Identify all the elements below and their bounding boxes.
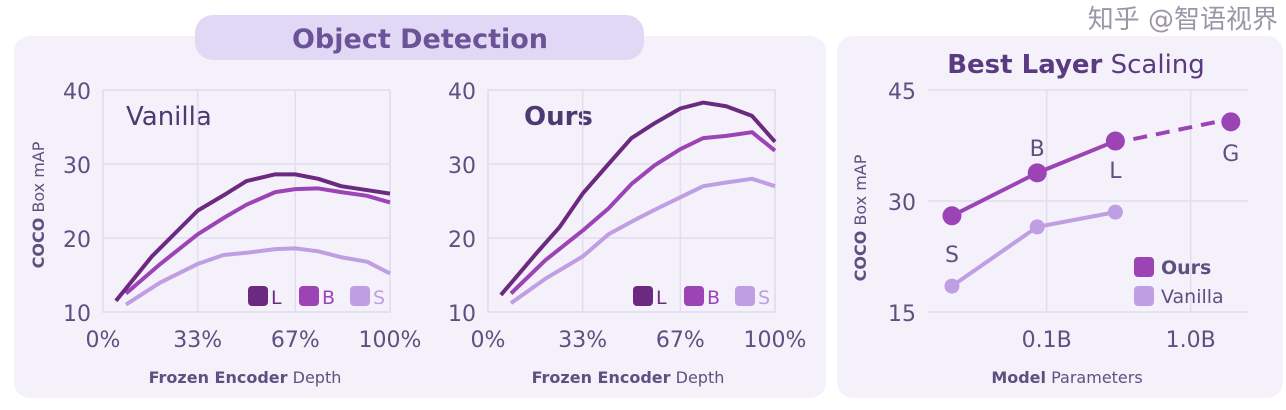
- point-label-S: S: [945, 243, 959, 268]
- y-tick-label: 30: [888, 191, 916, 216]
- x-tick-label: 0.1B: [1022, 328, 1072, 353]
- legend-swatch-Ours: [1134, 257, 1154, 277]
- y-tick-label: 45: [888, 80, 916, 105]
- chart3-ylabel: COCO Box mAP: [851, 154, 870, 281]
- legend-swatch-L: [248, 286, 268, 306]
- y-tick-label: 20: [448, 228, 476, 253]
- data-point-Ours: [1027, 163, 1047, 183]
- chart3-title: Best Layer Scaling: [947, 50, 1205, 80]
- y-tick-label: 10: [448, 302, 476, 327]
- chart1-xlabel: Frozen Encoder Depth: [149, 368, 342, 387]
- x-tick-label: 0%: [86, 328, 121, 353]
- chart3-title-rest: Scaling: [1111, 50, 1205, 80]
- data-point-Ours: [942, 206, 962, 226]
- legend-label-L: L: [271, 287, 282, 309]
- legend-label-Ours: Ours: [1161, 257, 1211, 279]
- legend-swatch-L: [633, 286, 653, 306]
- data-point-Vanilla: [1107, 204, 1123, 220]
- x-tick-label: 100%: [359, 328, 422, 353]
- legend-swatch-Vanilla: [1134, 286, 1154, 306]
- y-tick-label: 10: [63, 302, 91, 327]
- chart3-title-bold: Best Layer: [947, 50, 1102, 80]
- chart3-xlabel-rest: Parameters: [1051, 368, 1143, 387]
- chart3-xlabel: Model Parameters: [991, 368, 1142, 387]
- legend-label-Vanilla: Vanilla: [1161, 286, 1224, 308]
- x-tick-label: 67%: [656, 328, 705, 353]
- left-panel: [14, 36, 826, 398]
- data-point-Vanilla: [1029, 219, 1045, 235]
- y-tick-label: 15: [888, 302, 916, 327]
- legend-label-S: S: [758, 287, 770, 309]
- data-point-Vanilla: [944, 278, 960, 294]
- chart2-xlabel-rest: Depth: [676, 368, 725, 387]
- chart2-xlabel-bold: Frozen Encoder: [532, 368, 671, 387]
- chart1-ylabel: COCO Box mAP: [29, 141, 48, 268]
- legend-label-L: L: [656, 287, 667, 309]
- y-tick-label: 30: [63, 154, 91, 179]
- y-tick-label: 40: [448, 80, 476, 105]
- chart1-xlabel-rest: Depth: [293, 368, 342, 387]
- series-line-B: [509, 130, 777, 295]
- chart2-title: Ours: [524, 102, 593, 132]
- legend-swatch-S: [350, 286, 370, 306]
- x-tick-label: 67%: [271, 328, 320, 353]
- chart3-ylabel-rest: Box mAP: [851, 154, 870, 225]
- x-tick-label: 33%: [558, 328, 607, 353]
- data-point-Ours: [1105, 131, 1125, 151]
- legend-swatch-B: [299, 286, 319, 306]
- chart1-xlabel-bold: Frozen Encoder: [149, 368, 288, 387]
- x-tick-label: 0%: [471, 328, 506, 353]
- series-line-L: [499, 100, 777, 297]
- legend-swatch-B: [684, 286, 704, 306]
- y-tick-label: 30: [448, 154, 476, 179]
- chart3-xlabel-bold: Model: [991, 368, 1046, 387]
- chart1-ylabel-bold: COCO: [29, 218, 48, 269]
- right-panel: [837, 36, 1283, 398]
- series-line-S: [509, 176, 776, 305]
- section-title: Object Detection: [292, 24, 548, 55]
- watermark: 知乎 @智语视界: [1088, 5, 1278, 35]
- data-point-Ours: [1221, 112, 1241, 132]
- point-label-B: B: [1030, 137, 1045, 162]
- x-tick-label: 1.0B: [1166, 328, 1216, 353]
- y-tick-label: 20: [63, 228, 91, 253]
- chart2-xlabel: Frozen Encoder Depth: [532, 368, 725, 387]
- series-line-B: [124, 186, 391, 296]
- series-line-S: [124, 246, 391, 307]
- chart1-title: Vanilla: [126, 102, 212, 132]
- x-tick-label: 100%: [744, 328, 807, 353]
- legend-label-S: S: [373, 287, 385, 309]
- series-projection-dashed-line: [1132, 119, 1218, 142]
- y-tick-label: 40: [63, 80, 91, 105]
- legend-label-B: B: [707, 287, 720, 309]
- point-label-G: G: [1222, 142, 1239, 167]
- chart3-ylabel-bold: COCO: [851, 231, 870, 282]
- point-label-L: L: [1109, 159, 1122, 184]
- legend-swatch-S: [735, 286, 755, 306]
- section-title-pill: [195, 15, 644, 60]
- legend-label-B: B: [322, 287, 335, 309]
- x-tick-label: 33%: [173, 328, 222, 353]
- series-line-L: [114, 172, 391, 303]
- chart1-ylabel-rest: Box mAP: [29, 141, 48, 212]
